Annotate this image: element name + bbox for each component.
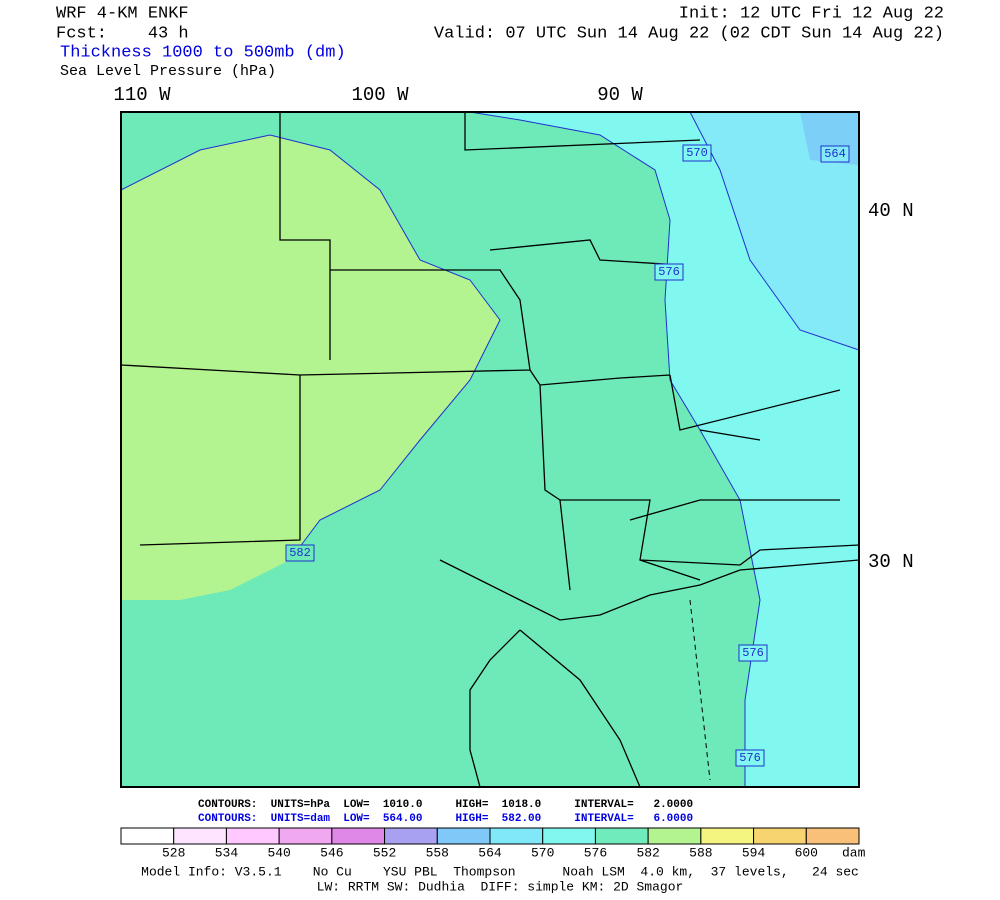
field-title: Thickness 1000 to 500mb (dm) <box>60 43 346 62</box>
label-box <box>738 644 768 662</box>
contour-label: 570 <box>686 146 708 160</box>
colorbar-box <box>225 827 280 845</box>
colorbar-label: 552 <box>373 845 396 860</box>
longitude-label: 100 W <box>351 84 409 106</box>
colorbar-label: 576 <box>584 845 607 860</box>
label-box <box>820 145 850 163</box>
contour-label: 576 <box>739 751 761 765</box>
colorbar-label: 564 <box>478 845 502 860</box>
colorbar-box <box>173 827 227 845</box>
contour-line <box>120 134 501 561</box>
thickness-band <box>470 112 859 787</box>
contour-line <box>469 111 761 787</box>
map-frame <box>120 111 860 788</box>
colorbar-box <box>805 827 860 845</box>
colorbar-box <box>331 827 386 845</box>
latitude-label: 40 N <box>868 200 914 222</box>
colorbar-box <box>489 827 544 845</box>
coastline <box>439 559 860 788</box>
contour-label: 564 <box>824 147 846 161</box>
label-box <box>682 144 712 162</box>
forecast-hour: Fcst: 43 h <box>56 24 189 43</box>
latitude-label: 30 N <box>868 551 914 573</box>
colorbar-box <box>647 827 702 845</box>
colorbar-box <box>700 827 755 845</box>
valid-time: Valid: 07 UTC Sun 14 Aug 22 (02 CDT Sun … <box>434 24 944 43</box>
field-title: Sea Level Pressure (hPa) <box>60 63 276 80</box>
colorbar-label: 582 <box>636 845 659 860</box>
thickness-band <box>690 112 859 350</box>
colorbar-box <box>384 827 438 845</box>
colorbar-label: 534 <box>215 845 239 860</box>
colorbar-label: 540 <box>267 845 290 860</box>
colorbar-label: 588 <box>689 845 712 860</box>
label-box <box>654 263 684 281</box>
colorbar-label: 594 <box>742 845 766 860</box>
contour-label: 576 <box>658 265 680 279</box>
contour-label: 582 <box>289 546 311 560</box>
label-box <box>735 749 765 767</box>
contour-info: CONTOURS: UNITS=dam LOW= 564.00 HIGH= 58… <box>198 813 693 825</box>
colorbar: 528 534 540 546 552 558 564 570 576 582 588 594 600 <box>120 827 860 860</box>
model-title: WRF 4-KM ENKF <box>56 4 189 23</box>
state-border <box>120 112 860 591</box>
colorbar-unit: dam <box>842 845 866 860</box>
contour-info: CONTOURS: UNITS=hPa LOW= 1010.0 HIGH= 10… <box>198 799 693 811</box>
colorbar-label: 570 <box>531 845 554 860</box>
model-info: LW: RRTM SW: Dudhia DIFF: simple KM: 2D … <box>317 879 684 894</box>
colorbar-box <box>436 827 491 845</box>
colorbar-box <box>278 827 333 845</box>
contour-label: 576 <box>742 646 764 660</box>
colorbar-box <box>542 827 596 845</box>
map: 570 564 576 582 576 576 <box>120 111 860 788</box>
init-time: Init: 12 UTC Fri 12 Aug 22 <box>679 4 944 23</box>
label-box <box>285 544 315 562</box>
contour-labels: 570 564 576 582 576 576 <box>285 144 850 767</box>
colorbar-box <box>594 827 649 845</box>
colorbar-label: 546 <box>320 845 343 860</box>
colorbar-box <box>120 827 175 845</box>
colorbar-label: 528 <box>162 845 185 860</box>
colorbar-label: 558 <box>426 845 449 860</box>
colorbar-label: 600 <box>795 845 818 860</box>
model-info: Model Info: V3.5.1 No Cu YSU PBL Thompso… <box>141 864 859 879</box>
longitude-label: 110 W <box>113 84 171 106</box>
colorbar-box <box>753 827 807 845</box>
longitude-label: 90 W <box>597 84 643 106</box>
thickness-band <box>121 135 500 600</box>
boundary <box>689 599 711 781</box>
